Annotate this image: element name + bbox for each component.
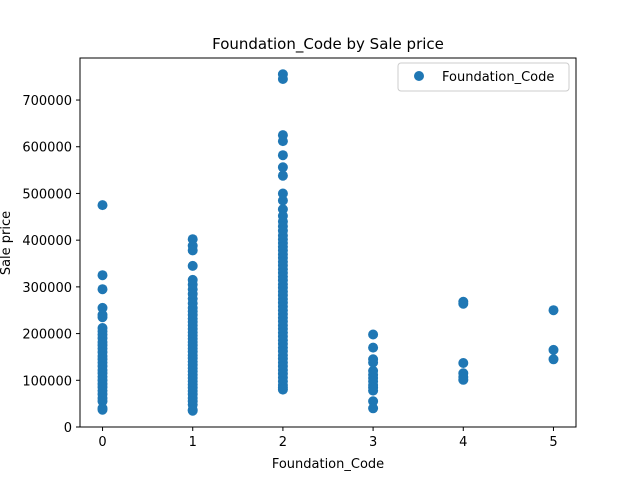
scatter-point <box>97 404 108 415</box>
scatter-point <box>548 354 559 365</box>
scatter-point <box>458 374 469 385</box>
y-tick-label: 300000 <box>22 281 72 296</box>
scatter-point <box>368 329 379 340</box>
scatter-point <box>277 170 288 181</box>
scatter-point <box>97 302 108 313</box>
scatter-point <box>277 150 288 161</box>
x-tick-label: 3 <box>369 435 377 450</box>
x-tick-label: 5 <box>549 435 557 450</box>
scatter-point <box>187 260 198 271</box>
axes-layer <box>79 57 577 428</box>
chart-title: Foundation_Code by Sale price <box>212 35 444 54</box>
scatter-point <box>368 403 379 414</box>
scatter-point <box>97 284 108 295</box>
scatter-point <box>277 188 288 199</box>
plot-frame <box>79 57 577 428</box>
scatter-point <box>97 200 108 211</box>
scatter-point <box>368 396 379 407</box>
y-axis-title: Sale price <box>0 211 14 275</box>
y-tick-label: 200000 <box>22 328 72 343</box>
scatter-point <box>277 162 288 173</box>
scatter-point <box>277 384 288 395</box>
scatter-point <box>97 312 108 323</box>
scatter-point <box>548 305 559 316</box>
scatter-point <box>97 270 108 281</box>
x-tick-label: 0 <box>98 435 106 450</box>
y-tick-label: 400000 <box>22 234 72 249</box>
legend-box <box>397 62 570 92</box>
scatter-point <box>368 385 379 396</box>
y-tick-label: 500000 <box>22 187 72 202</box>
y-tick-label: 0 <box>64 421 72 436</box>
scatter-point <box>277 136 288 147</box>
points-layer <box>97 69 559 416</box>
legend-label: Foundation_Code <box>442 70 554 85</box>
x-axis-title: Foundation_Code <box>272 457 384 472</box>
y-tick-label: 700000 <box>22 94 72 109</box>
scatter-point <box>277 74 288 84</box>
x-tick-label: 4 <box>459 435 467 450</box>
x-tick-label: 1 <box>189 435 197 450</box>
scatter-point <box>368 342 379 353</box>
scatter-point <box>187 245 198 256</box>
x-tick-label: 2 <box>279 435 287 450</box>
y-tick-label: 100000 <box>22 374 72 389</box>
scatter-point <box>548 344 559 355</box>
scatter-point <box>97 396 108 407</box>
ticks-layer: 0 1 2 3 4 5 0 100000 200000 300000 400000 500000 600… <box>22 94 557 450</box>
scatter-point <box>368 357 379 368</box>
y-tick-label: 600000 <box>22 141 72 156</box>
scatter-point <box>458 358 469 368</box>
legend: Foundation_Code <box>397 62 570 92</box>
scatter-point <box>277 195 288 206</box>
scatter-point <box>458 298 469 309</box>
scatter-point <box>187 405 198 416</box>
legend-marker <box>414 71 424 81</box>
